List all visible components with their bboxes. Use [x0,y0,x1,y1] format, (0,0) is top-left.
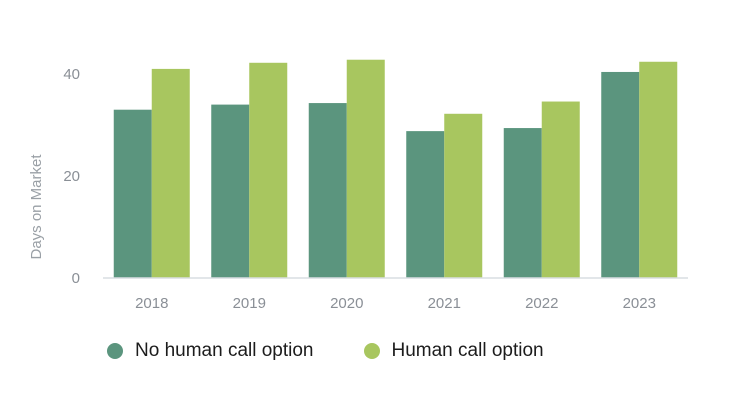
legend-swatch-icon [107,343,123,359]
x-tick-label: 2021 [428,295,461,312]
legend-swatch-icon [363,343,380,359]
legend-label: Human call option [391,340,544,361]
bar-no-human-call-2023[interactable] [601,71,640,279]
legend-item-human-call[interactable]: Human call option [363,340,544,362]
bar-human-call-2020[interactable] [346,59,385,278]
x-tick-label: 2023 [623,295,656,312]
bar-no-human-call-2022[interactable] [503,128,542,278]
y-axis-title: Days on Market [28,154,45,260]
x-tick-label: 2022 [525,295,558,312]
legend: No human call option Human call option [107,340,594,362]
bar-no-human-call-2018[interactable] [113,109,152,278]
bar-human-call-2022[interactable] [541,101,580,278]
bar-human-call-2023[interactable] [639,61,678,279]
y-tick-label: 0 [72,270,80,287]
legend-item-no-human-call[interactable]: No human call option [107,340,314,362]
bars-group [113,59,678,279]
bar-human-call-2021[interactable] [444,113,483,278]
bar-no-human-call-2021[interactable] [406,131,445,278]
y-tick-label: 20 [63,168,80,185]
legend-label: No human call option [135,340,314,361]
x-axis-ticks: 2018 2019 2020 2021 2022 2023 [135,295,656,312]
x-tick-label: 2018 [135,295,168,312]
bar-no-human-call-2019[interactable] [211,104,250,278]
x-tick-label: 2020 [330,295,363,312]
y-axis-ticks: 0 20 40 [63,66,80,287]
y-tick-label: 40 [63,66,80,83]
bar-human-call-2018[interactable] [151,68,190,279]
x-tick-label: 2019 [233,295,266,312]
bar-human-call-2019[interactable] [249,62,288,278]
bar-no-human-call-2020[interactable] [308,103,347,278]
